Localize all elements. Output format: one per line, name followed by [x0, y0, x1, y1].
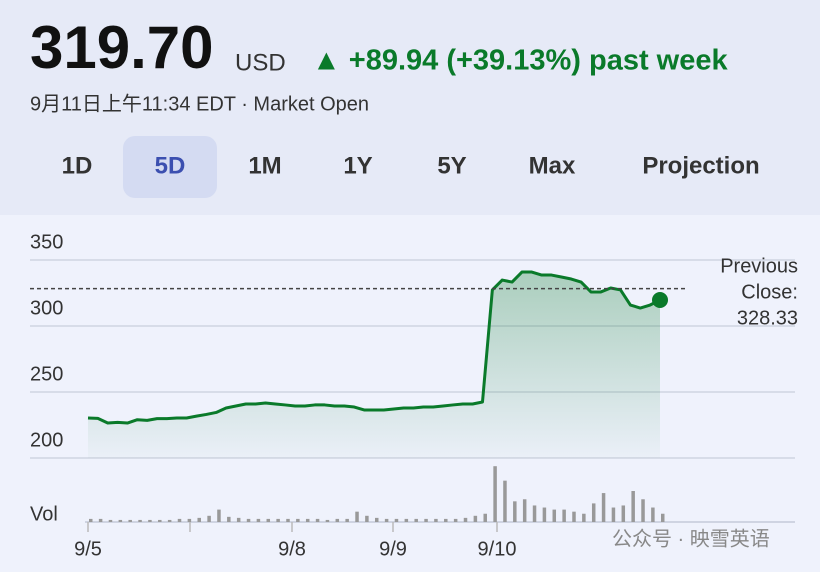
price-area	[88, 272, 660, 458]
vol-bar	[197, 517, 201, 522]
vol-bar	[158, 519, 162, 522]
vol-bar	[335, 518, 340, 522]
vol-bar	[522, 499, 527, 522]
x-tick-label: 9/9	[379, 538, 407, 560]
vol-bar	[503, 480, 507, 522]
price: 319.70	[30, 14, 214, 81]
vol-bar	[611, 507, 616, 522]
tab[interactable]: 1Y	[343, 152, 372, 179]
vol-bar	[355, 511, 359, 522]
chart-bg	[0, 215, 820, 572]
x-tick-label: 9/10	[478, 538, 517, 560]
vol-bar	[483, 513, 487, 522]
vol-bar	[404, 518, 409, 522]
vol-bar	[513, 501, 517, 522]
vol-bar	[296, 518, 300, 522]
previous-close-label: Close:	[741, 281, 798, 303]
vol-bar	[345, 518, 349, 522]
vol-bar	[365, 515, 369, 522]
vol-bar	[582, 513, 586, 522]
vol-bar	[98, 518, 103, 522]
vol-bar	[434, 518, 438, 522]
vol-bar	[305, 518, 310, 522]
vol-bar	[286, 518, 290, 522]
last-price-dot	[652, 291, 668, 308]
vol-bar	[601, 493, 606, 522]
vol-bar	[246, 518, 251, 522]
tab[interactable]: 1M	[248, 152, 281, 179]
vol-bar	[177, 518, 182, 522]
vol-bar	[532, 505, 537, 522]
vol-bar	[325, 519, 330, 522]
vol-bar	[444, 518, 448, 522]
vol-bar	[187, 518, 192, 522]
vol-bar	[207, 515, 211, 522]
vol-bar	[473, 515, 478, 522]
previous-close-label: Previous	[720, 255, 798, 277]
vol-bar	[89, 518, 93, 522]
vol-bar	[375, 517, 379, 522]
tab[interactable]: Projection	[642, 152, 759, 179]
tab[interactable]: 5D	[155, 152, 186, 179]
price-line	[87, 270, 661, 425]
vol-bar	[661, 513, 665, 522]
vol-bar	[562, 509, 566, 522]
vol-bar	[552, 509, 557, 522]
change: ▲ +89.94 (+39.13%) past week	[312, 45, 728, 77]
vol-bar	[108, 519, 113, 522]
vol-bar	[493, 466, 497, 522]
vol-bar	[641, 499, 645, 522]
y-tick-label: 300	[30, 297, 63, 319]
vol-bar	[315, 518, 320, 522]
currency: USD	[235, 49, 286, 76]
vol-bar	[236, 517, 241, 522]
vol-bar	[138, 519, 142, 522]
vol-bar	[118, 519, 123, 522]
vol-bar	[542, 507, 547, 522]
vol-bar	[276, 518, 280, 522]
tab-selected-bg	[123, 136, 217, 198]
vol-bar	[148, 519, 152, 522]
vol-bar	[453, 518, 458, 522]
previous-close-value: 328.33	[737, 307, 798, 329]
vol-bar	[631, 491, 635, 522]
tab[interactable]: Max	[529, 152, 576, 179]
y-tick-label: 250	[30, 363, 63, 385]
vol-bar	[167, 519, 172, 522]
tab[interactable]: 5Y	[437, 152, 466, 179]
vol-bar	[266, 518, 271, 522]
vol-label: Vol	[30, 503, 58, 525]
vol-bar	[591, 503, 596, 522]
vol-bar	[414, 518, 418, 522]
vol-bar	[651, 507, 655, 522]
timestamp: 9月11日上午11:34 EDT · Market Open	[30, 92, 369, 115]
vol-bar	[384, 518, 389, 522]
x-tick-label: 9/5	[74, 538, 102, 560]
vol-bar	[217, 509, 221, 522]
tab[interactable]: 1D	[62, 152, 93, 179]
vol-bar	[128, 519, 132, 522]
x-tick-label: 9/8	[278, 538, 306, 560]
y-tick-label: 200	[30, 429, 63, 451]
vol-bar	[256, 518, 261, 522]
vol-bar	[394, 518, 399, 522]
vol-bar	[621, 505, 626, 522]
watermark: 公众号 · 映雪英语	[612, 527, 770, 550]
vol-bar	[463, 517, 468, 522]
y-tick-label: 350	[30, 231, 63, 253]
vol-bar	[572, 511, 576, 522]
vol-bar	[227, 516, 231, 522]
vol-bar	[424, 518, 428, 522]
